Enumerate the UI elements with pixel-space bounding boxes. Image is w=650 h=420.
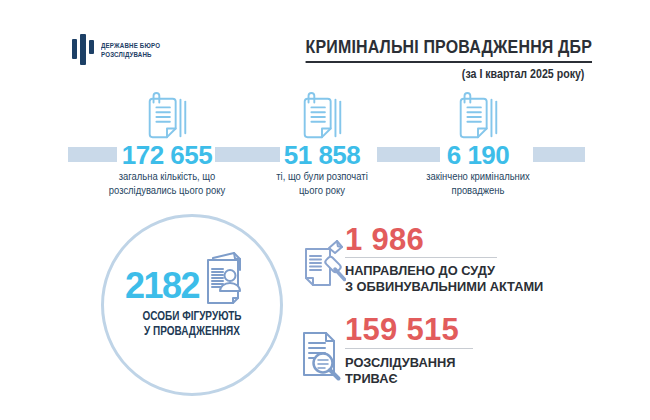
dbr-logo-icon bbox=[71, 33, 96, 67]
magnifier-document-icon bbox=[296, 325, 348, 389]
court-label: НАПРАВЛЕНО ДО СУДУ З ОБВИНУВАЛЬНИМИ АКТА… bbox=[345, 263, 543, 294]
document-icon bbox=[77, 92, 257, 142]
court-stat: 1 986 НАПРАВЛЕНО ДО СУДУ З ОБВИНУВАЛЬНИМ… bbox=[298, 227, 608, 307]
ongoing-value: 159 515 bbox=[345, 317, 459, 343]
person-document-icon bbox=[200, 250, 248, 310]
persons-circle: 2182 ОСОБИ ФІГУРУЮТЬ У ПРОВАДЖЕННЯХ bbox=[101, 214, 283, 396]
page-title: КРИМІНАЛЬНІ ПРОВАДЖЕННЯ ДБР bbox=[306, 36, 592, 63]
persons-value: 2182 bbox=[125, 270, 199, 302]
dbr-logo: ДЕРЖАВНЕ БЮРО РОЗСЛІДУВАНЬ bbox=[71, 33, 168, 67]
ongoing-label: РОЗСЛІДУВАННЯ ТРИВАЄ bbox=[345, 355, 455, 386]
ongoing-stat: 159 515 РОЗСЛІДУВАННЯ ТРИВАЄ bbox=[296, 317, 606, 397]
stat-total-caption: загальна кількість, що розслідувались ць… bbox=[93, 170, 241, 197]
court-underline bbox=[345, 257, 497, 258]
dbr-logo-text: ДЕРЖАВНЕ БЮРО РОЗСЛІДУВАНЬ bbox=[101, 33, 160, 67]
persons-label: ОСОБИ ФІГУРУЮТЬ У ПРОВАДЖЕННЯХ bbox=[122, 309, 263, 339]
logo-line1: ДЕРЖАВНЕ БЮРО bbox=[101, 42, 160, 51]
gavel-document-icon bbox=[298, 237, 346, 297]
stat-started-value: 51 858 bbox=[232, 144, 412, 166]
ongoing-underline bbox=[345, 348, 473, 349]
stat-finished-caption: закінчено кримінальних проваджень bbox=[404, 170, 552, 197]
stat-finished-value: 6 190 bbox=[388, 144, 568, 166]
infographic-page: ДЕРЖАВНЕ БЮРО РОЗСЛІДУВАНЬ КРИМІНАЛЬНІ П… bbox=[0, 0, 650, 420]
logo-line2: РОЗСЛІДУВАНЬ bbox=[101, 51, 160, 60]
stat-finished: 6 190 закінчено кримінальних проваджень bbox=[388, 92, 568, 197]
document-icon bbox=[388, 92, 568, 142]
header: КРИМІНАЛЬНІ ПРОВАДЖЕННЯ ДБР (за І кварта… bbox=[251, 36, 592, 81]
stat-total: 172 655 загальна кількість, що розслідув… bbox=[77, 92, 257, 197]
stat-started: 51 858 ті, що були розпочаті цього року bbox=[232, 92, 412, 197]
stat-total-value: 172 655 bbox=[77, 144, 257, 166]
stat-started-caption: ті, що були розпочаті цього року bbox=[248, 170, 396, 197]
court-value: 1 986 bbox=[345, 227, 424, 253]
document-icon bbox=[232, 92, 412, 142]
page-subtitle: (за І квартал 2025 року) bbox=[302, 67, 592, 81]
